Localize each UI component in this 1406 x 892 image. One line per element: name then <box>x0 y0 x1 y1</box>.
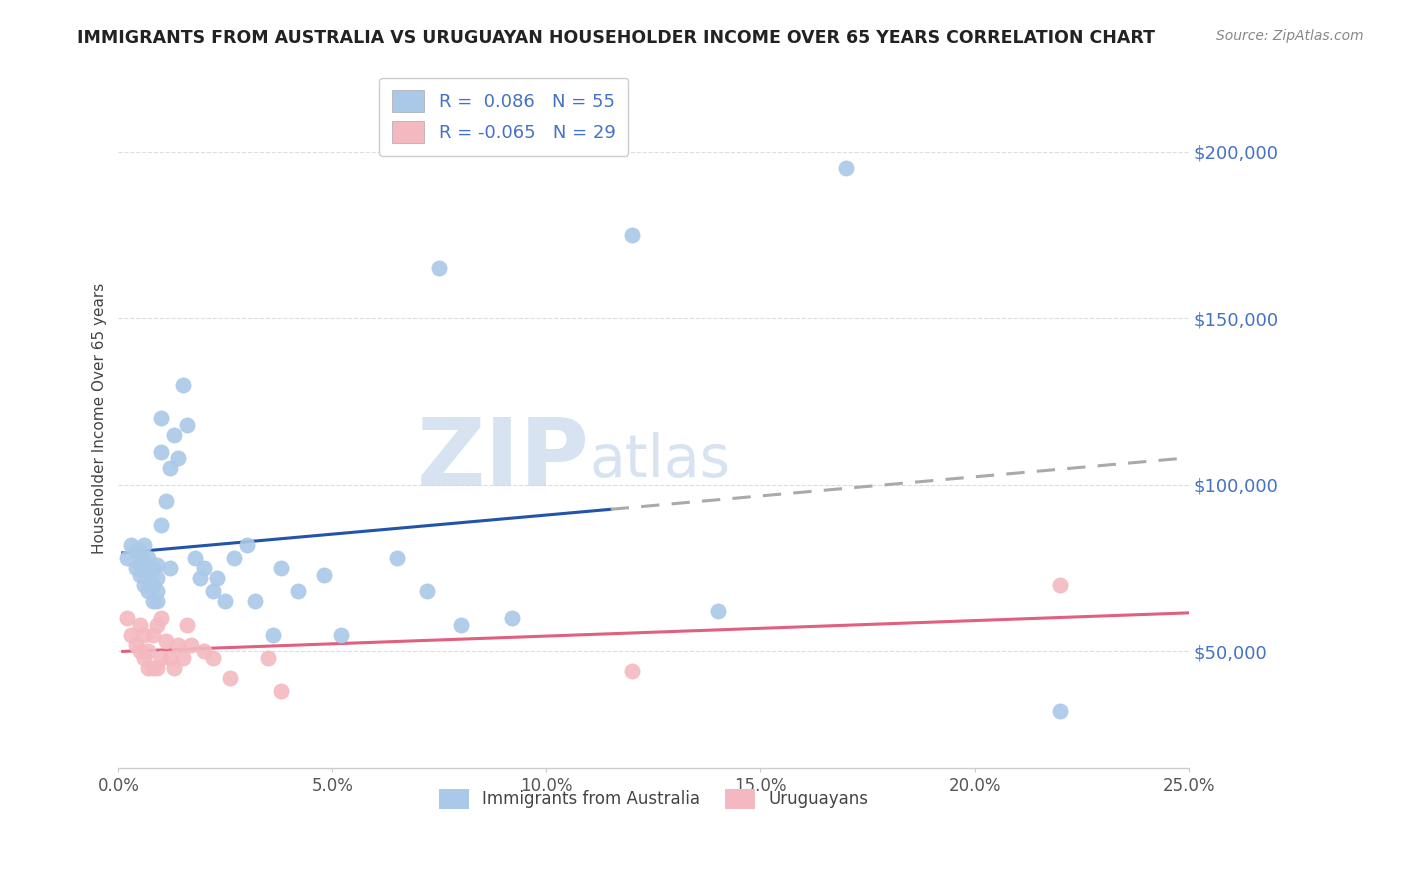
Point <box>287 584 309 599</box>
Point <box>146 571 169 585</box>
Point <box>128 617 150 632</box>
Point <box>142 561 165 575</box>
Point <box>330 628 353 642</box>
Point <box>159 651 181 665</box>
Point <box>188 571 211 585</box>
Point <box>120 628 142 642</box>
Point <box>201 651 224 665</box>
Point <box>134 578 156 592</box>
Point <box>138 661 160 675</box>
Point <box>138 584 160 599</box>
Point <box>150 411 173 425</box>
Point <box>150 611 173 625</box>
Point <box>142 578 165 592</box>
Point <box>124 561 146 575</box>
Point <box>128 644 150 658</box>
Point <box>146 594 169 608</box>
Point <box>134 538 156 552</box>
Point <box>146 558 169 572</box>
Point <box>115 551 138 566</box>
Point <box>236 538 259 552</box>
Point <box>180 638 202 652</box>
Point <box>270 684 292 698</box>
Point <box>134 628 156 642</box>
Point <box>262 628 284 642</box>
Point <box>138 644 160 658</box>
Point <box>150 517 173 532</box>
Text: atlas: atlas <box>589 432 730 489</box>
Point <box>120 538 142 552</box>
Point <box>835 161 858 176</box>
Point <box>150 444 173 458</box>
Point <box>167 638 190 652</box>
Point <box>142 661 165 675</box>
Point <box>138 561 160 575</box>
Text: ZIP: ZIP <box>416 414 589 506</box>
Point <box>214 594 236 608</box>
Point <box>138 571 160 585</box>
Point <box>138 551 160 566</box>
Point <box>201 584 224 599</box>
Point <box>134 651 156 665</box>
Point <box>193 644 215 658</box>
Text: Source: ZipAtlas.com: Source: ZipAtlas.com <box>1216 29 1364 43</box>
Point <box>176 617 198 632</box>
Point <box>163 661 186 675</box>
Point <box>128 558 150 572</box>
Point <box>124 638 146 652</box>
Point <box>270 561 292 575</box>
Point <box>146 617 169 632</box>
Point <box>245 594 267 608</box>
Point <box>172 651 194 665</box>
Point <box>385 551 408 566</box>
Point <box>124 544 146 558</box>
Point <box>159 461 181 475</box>
Point <box>134 554 156 568</box>
Point <box>218 671 240 685</box>
Point <box>1049 578 1071 592</box>
Legend: Immigrants from Australia, Uruguayans: Immigrants from Australia, Uruguayans <box>432 782 875 815</box>
Point <box>134 565 156 579</box>
Point <box>142 628 165 642</box>
Point <box>450 617 472 632</box>
Point <box>429 261 451 276</box>
Point <box>172 378 194 392</box>
Point <box>415 584 437 599</box>
Point <box>706 604 728 618</box>
Point <box>205 571 228 585</box>
Point <box>193 561 215 575</box>
Point <box>146 661 169 675</box>
Point <box>159 561 181 575</box>
Point <box>163 428 186 442</box>
Point <box>1049 704 1071 718</box>
Point <box>146 584 169 599</box>
Point <box>150 651 173 665</box>
Point <box>142 594 165 608</box>
Point <box>115 611 138 625</box>
Point <box>128 544 150 558</box>
Point <box>167 451 190 466</box>
Point <box>128 567 150 582</box>
Point <box>155 634 177 648</box>
Text: IMMIGRANTS FROM AUSTRALIA VS URUGUAYAN HOUSEHOLDER INCOME OVER 65 YEARS CORRELAT: IMMIGRANTS FROM AUSTRALIA VS URUGUAYAN H… <box>77 29 1156 46</box>
Point <box>312 567 335 582</box>
Point <box>184 551 207 566</box>
Point <box>501 611 523 625</box>
Point <box>621 665 644 679</box>
Point <box>222 551 245 566</box>
Point <box>257 651 280 665</box>
Point <box>155 494 177 508</box>
Point <box>176 417 198 432</box>
Y-axis label: Householder Income Over 65 years: Householder Income Over 65 years <box>93 283 107 554</box>
Point <box>621 228 644 243</box>
